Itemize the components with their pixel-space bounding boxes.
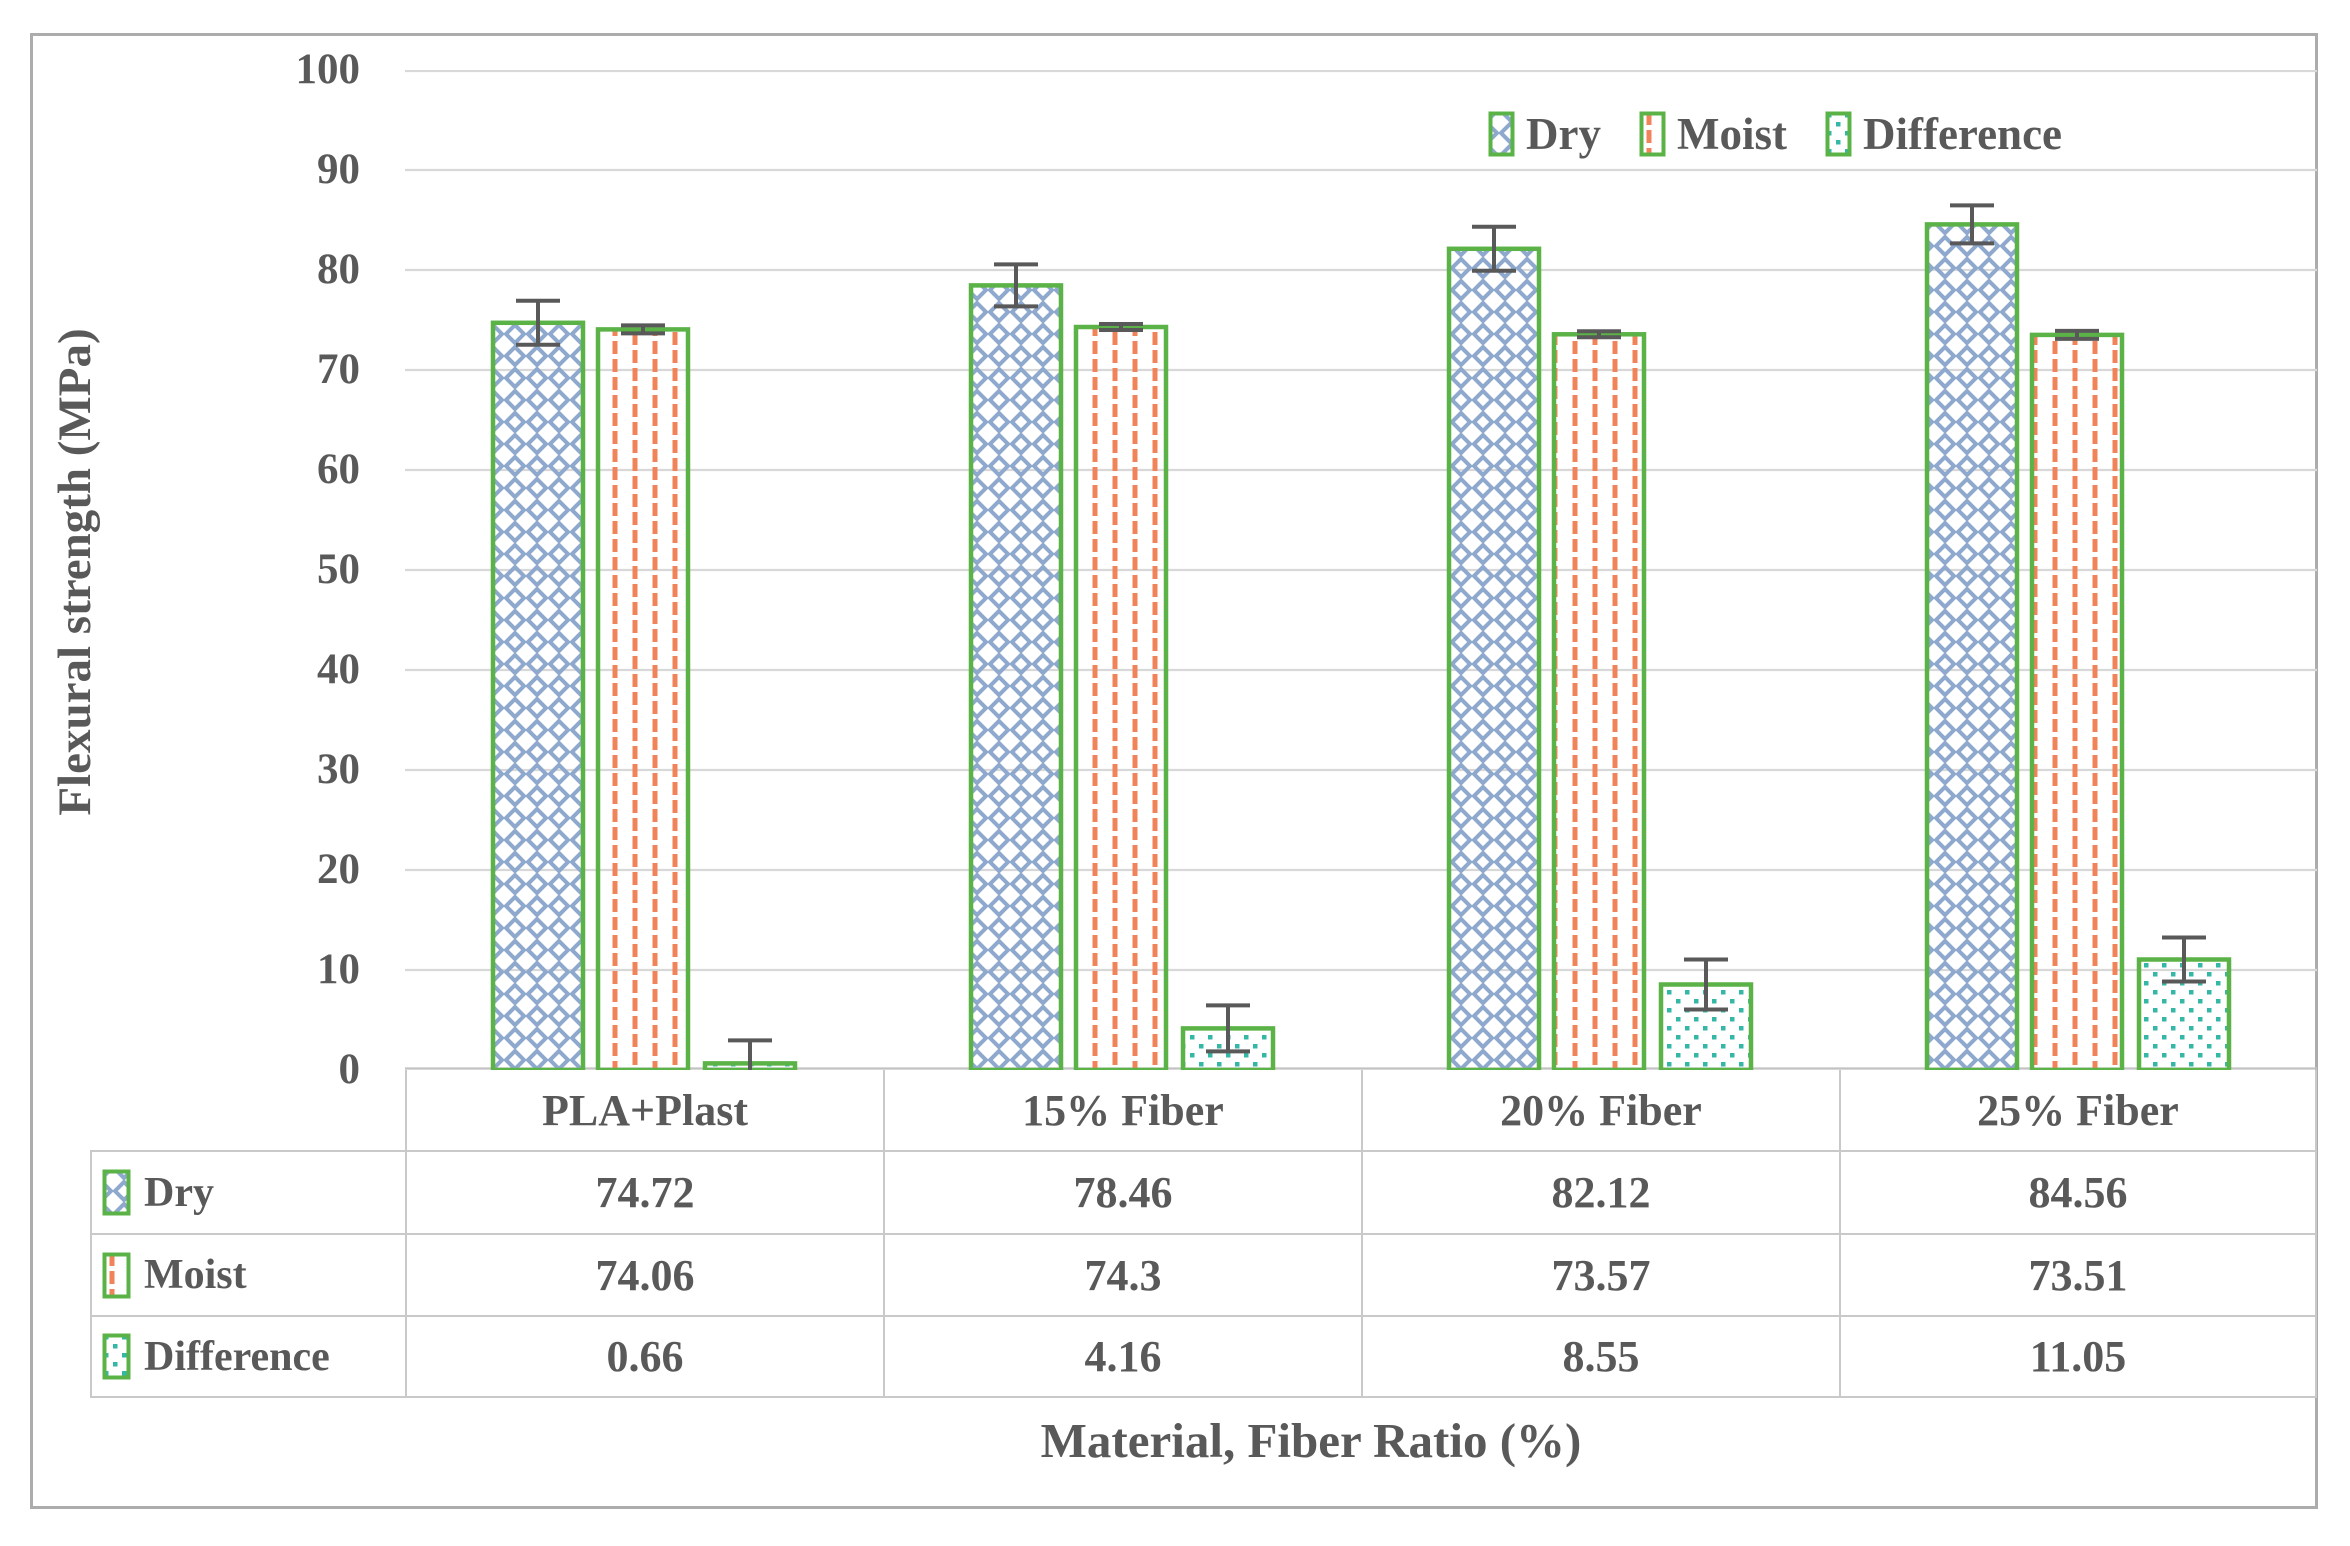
table-key-swatch-dry	[102, 1169, 131, 1216]
y-axis-tick-label: 20	[317, 846, 360, 893]
row-header-label: Dry	[144, 1169, 214, 1216]
value-cell-dry-25-fiber: 84.56	[1839, 1150, 2317, 1233]
bar-dry-pla-plast	[490, 320, 586, 1070]
x-axis-title: Material, Fiber Ratio (%)	[1040, 1413, 1582, 1468]
error-bar-moist-pla-plast	[621, 323, 665, 336]
row-header-difference: Difference	[90, 1315, 405, 1398]
error-bar-moist-20-fiber	[1577, 329, 1621, 340]
error-bar-difference-20-fiber	[1684, 957, 1728, 1012]
y-axis-tick-label: 70	[317, 346, 360, 393]
error-bar-dry-20-fiber	[1472, 224, 1516, 273]
legend-label: Dry	[1526, 109, 1601, 159]
category-cell-pla-plast: PLA+Plast	[405, 1070, 883, 1150]
legend-label: Moist	[1676, 109, 1787, 159]
value-cell-dry-pla-plast: 74.72	[405, 1150, 883, 1233]
y-axis-tick-label: 100	[295, 46, 361, 93]
error-bar-moist-15-fiber	[1099, 322, 1143, 332]
error-bar-dry-pla-plast	[516, 298, 560, 347]
error-bar-moist-25-fiber	[2055, 328, 2099, 341]
row-header-label: Difference	[144, 1333, 330, 1380]
error-bar-dry-15-fiber	[994, 262, 1038, 309]
value-cell-dry-20-fiber: 82.12	[1361, 1150, 1839, 1233]
legend-swatch-dry	[1488, 111, 1515, 157]
legend-swatch-difference	[1825, 111, 1852, 157]
bar-dry-15-fiber	[968, 283, 1064, 1070]
y-axis-tick-label: 50	[317, 546, 360, 593]
table-key-swatch-moist	[102, 1252, 131, 1298]
row-header-label: Moist	[144, 1252, 247, 1298]
y-axis-ticks: 100 90 80 70 60 50 40 30 20 10 0	[0, 0, 361, 1200]
value-cell-moist-20-fiber: 73.57	[1361, 1233, 1839, 1315]
plot-area	[405, 70, 2317, 1070]
y-axis-tick-label: 60	[317, 446, 360, 493]
row-header-moist: Moist	[90, 1233, 405, 1315]
y-axis-tick-label: 30	[317, 746, 360, 793]
category-cell-15-fiber: 15% Fiber	[883, 1070, 1361, 1150]
legend: Dry Moist Difference	[1488, 108, 2062, 160]
table-corner-spacer	[90, 1070, 405, 1150]
error-bar-difference-25-fiber	[2162, 935, 2206, 984]
y-axis-tick-label: 10	[317, 946, 360, 993]
legend-item-difference: Difference	[1825, 108, 2062, 160]
y-axis-tick-label: 90	[317, 146, 360, 193]
bar-dry-20-fiber	[1446, 246, 1542, 1070]
bar-dry-25-fiber	[1924, 222, 2020, 1070]
value-cell-dry-15-fiber: 78.46	[883, 1150, 1361, 1233]
bar-moist-20-fiber	[1551, 332, 1647, 1070]
legend-swatch-moist	[1639, 111, 1666, 157]
table-key-swatch-difference	[102, 1333, 131, 1380]
value-cell-difference-15-fiber: 4.16	[883, 1315, 1361, 1398]
value-cell-difference-20-fiber: 8.55	[1361, 1315, 1839, 1398]
legend-item-moist: Moist	[1639, 108, 1787, 160]
bar-moist-pla-plast	[595, 327, 691, 1070]
value-cell-moist-25-fiber: 73.51	[1839, 1233, 2317, 1315]
error-bar-difference-15-fiber	[1206, 1003, 1250, 1054]
row-header-dry: Dry	[90, 1150, 405, 1233]
value-cell-difference-pla-plast: 0.66	[405, 1315, 883, 1398]
data-table: PLA+Plast 15% Fiber 20% Fiber 25% Fiber Dry 7…	[90, 1070, 2317, 1398]
bar-moist-25-fiber	[2029, 332, 2125, 1070]
legend-item-dry: Dry	[1488, 108, 1601, 160]
value-cell-moist-15-fiber: 74.3	[883, 1233, 1361, 1315]
error-bar-difference-pla-plast	[728, 1038, 772, 1070]
y-axis-tick-label: 0	[338, 1046, 361, 1093]
error-bar-dry-25-fiber	[1950, 203, 1994, 246]
y-axis-tick-label: 80	[317, 246, 360, 293]
value-cell-moist-pla-plast: 74.06	[405, 1233, 883, 1315]
category-cell-20-fiber: 20% Fiber	[1361, 1070, 1839, 1150]
y-axis-tick-label: 40	[317, 646, 360, 693]
bar-moist-15-fiber	[1073, 324, 1169, 1070]
value-cell-difference-25-fiber: 11.05	[1839, 1315, 2317, 1398]
legend-label: Difference	[1862, 109, 2063, 159]
category-cell-25-fiber: 25% Fiber	[1839, 1070, 2317, 1150]
